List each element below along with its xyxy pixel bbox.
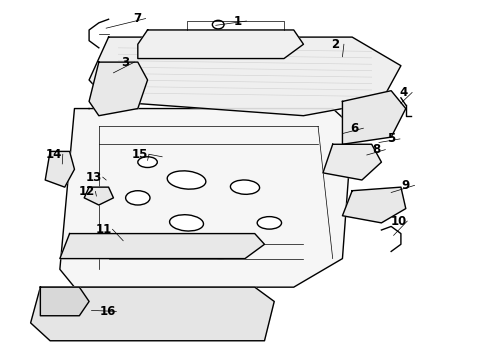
Ellipse shape [230,180,260,194]
Text: 12: 12 [78,185,95,198]
Ellipse shape [257,217,282,229]
Text: 14: 14 [46,148,62,161]
Text: 16: 16 [99,305,116,318]
Text: 3: 3 [122,55,130,69]
Ellipse shape [206,244,235,258]
Text: 5: 5 [387,132,395,145]
Ellipse shape [167,171,206,189]
Polygon shape [138,30,303,59]
Polygon shape [89,37,401,116]
Polygon shape [60,234,265,258]
Ellipse shape [125,191,150,205]
Text: 7: 7 [133,12,141,25]
Text: 15: 15 [132,148,148,161]
Polygon shape [45,152,74,187]
Text: 9: 9 [402,179,410,192]
Text: 6: 6 [350,122,359,135]
Polygon shape [60,109,352,287]
Ellipse shape [138,157,157,167]
Text: 8: 8 [372,143,381,156]
Polygon shape [323,144,381,180]
Ellipse shape [170,215,203,231]
Text: 1: 1 [234,14,242,27]
Polygon shape [40,287,89,316]
Text: 2: 2 [331,38,339,51]
Circle shape [212,20,224,29]
Text: 11: 11 [96,223,112,236]
Polygon shape [343,91,406,144]
Text: 10: 10 [391,215,407,228]
Text: 4: 4 [399,86,408,99]
Polygon shape [84,187,114,205]
Polygon shape [89,62,147,116]
Polygon shape [343,187,406,223]
Polygon shape [30,287,274,341]
Text: 13: 13 [86,171,102,184]
